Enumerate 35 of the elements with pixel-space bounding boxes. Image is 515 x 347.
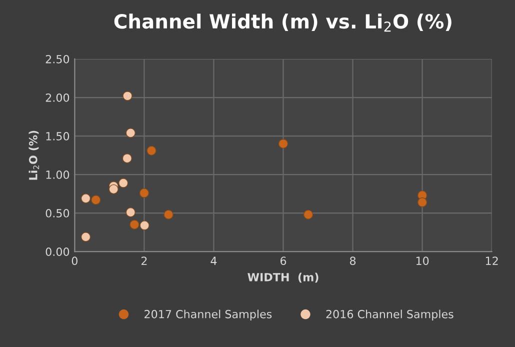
y-tick-label: 2.00	[46, 93, 70, 102]
point	[122, 154, 132, 164]
y-tick-label: 0.00	[46, 248, 70, 256]
point	[164, 210, 174, 220]
y-tick-label: 1.50	[46, 132, 70, 140]
point	[140, 220, 150, 230]
chart-title: Channel Width (m) vs. Li$_{2}$O (%)	[114, 14, 452, 32]
point	[80, 232, 91, 242]
point	[122, 91, 132, 101]
y-tick-label: 1.00	[46, 170, 70, 179]
point	[126, 207, 136, 218]
x-tick-label: 12	[486, 256, 498, 265]
x-tick-label: 6	[280, 256, 286, 266]
point	[126, 128, 136, 138]
x-tick-label: 10	[416, 256, 429, 266]
point	[130, 220, 140, 230]
point	[303, 210, 314, 220]
point	[417, 197, 428, 208]
legend-label: 2016 Channel Samples	[326, 310, 454, 320]
point	[108, 184, 118, 194]
x-tick-label: 0	[72, 256, 78, 266]
x-tick-label: 8	[350, 256, 356, 266]
legend-label: 2017 Channel Samples	[144, 310, 272, 320]
y-tick-label: 0.50	[46, 209, 70, 218]
x-axis-title: WIDTH (m)	[248, 272, 318, 283]
y-axis-title: Li$_{2}$O (%)	[28, 130, 40, 180]
point	[278, 138, 288, 149]
point	[118, 178, 128, 188]
point	[80, 194, 91, 204]
point	[139, 188, 150, 198]
point	[91, 195, 101, 205]
y-tick-label: 2.50	[46, 54, 70, 64]
x-tick-label: 2	[141, 256, 147, 265]
point	[146, 146, 156, 156]
x-tick-label: 4	[210, 256, 217, 265]
